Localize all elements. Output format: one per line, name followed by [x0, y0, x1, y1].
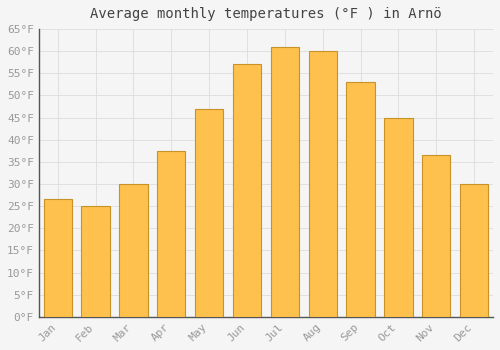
Bar	[384, 118, 412, 317]
Bar	[422, 155, 450, 317]
Bar	[195, 109, 224, 317]
Bar	[308, 51, 337, 317]
Bar	[82, 206, 110, 317]
Bar	[157, 151, 186, 317]
Bar	[119, 184, 148, 317]
Title: Average monthly temperatures (°F ) in Arnö: Average monthly temperatures (°F ) in Ar…	[90, 7, 442, 21]
Bar	[270, 47, 299, 317]
Bar	[346, 82, 375, 317]
Bar	[460, 184, 488, 317]
Bar	[44, 199, 72, 317]
Bar	[233, 64, 261, 317]
